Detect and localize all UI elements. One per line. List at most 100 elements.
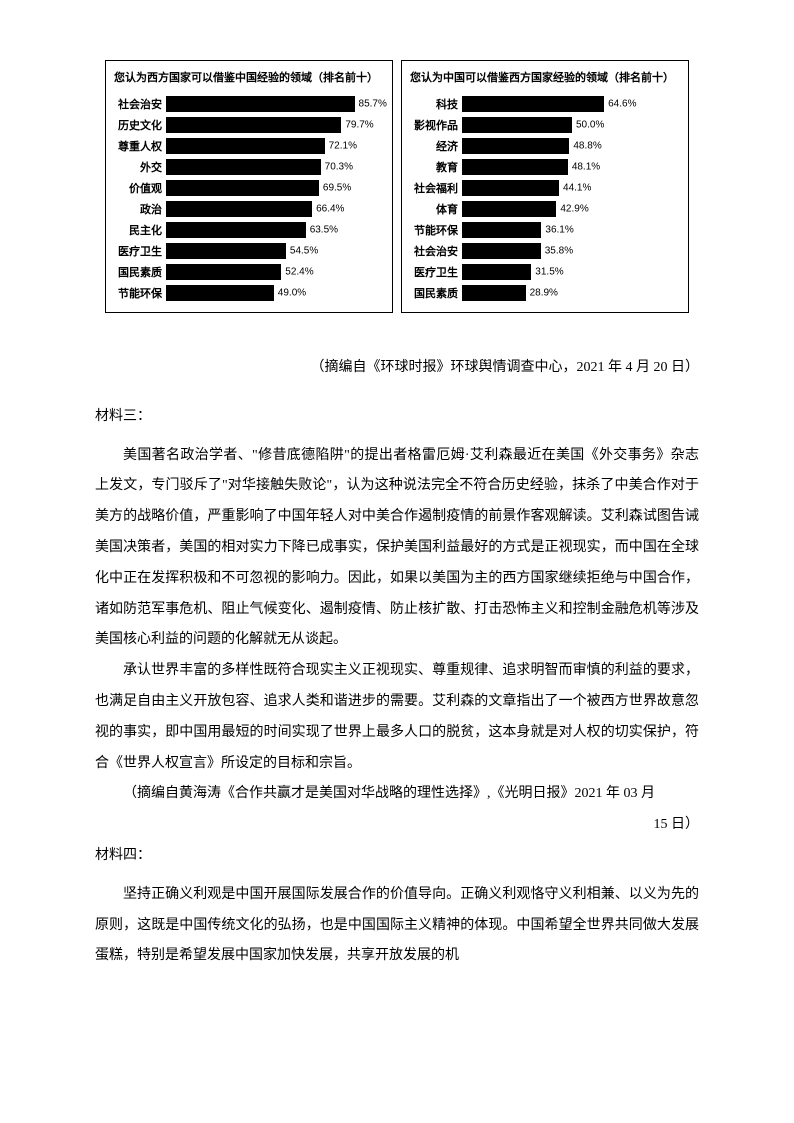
bar-fill: 66.4% <box>166 201 312 217</box>
bar-area: 52.4% <box>166 264 386 280</box>
charts-wrapper: 您认为西方国家可以借鉴中国经验的领域（排名前十） 社会治安85.7%历史文化79… <box>95 60 699 313</box>
bar-area: 36.1% <box>462 222 682 238</box>
bar-value: 72.1% <box>325 141 357 152</box>
bar-fill: 49.0% <box>166 285 274 301</box>
bar-fill: 50.0% <box>462 117 572 133</box>
bar-area: 70.3% <box>166 159 386 175</box>
chart-row: 体育42.9% <box>408 200 682 218</box>
bar-fill: 48.8% <box>462 138 569 154</box>
bar-area: 31.5% <box>462 264 682 280</box>
chart-row: 价值观69.5% <box>112 179 386 197</box>
bar-value: 63.5% <box>306 225 338 236</box>
material3-heading: 材料三： <box>95 402 699 433</box>
bar-area: 48.8% <box>462 138 682 154</box>
row-label: 尊重人权 <box>112 138 166 154</box>
chart-row: 教育48.1% <box>408 158 682 176</box>
chart-row: 节能环保49.0% <box>112 284 386 302</box>
material3-para1: 美国著名政治学者、"修昔底德陷阱"的提出者格雷厄姆·艾利森最近在美国《外交事务》… <box>95 441 699 657</box>
right-chart-title: 您认为中国可以借鉴西方国家经验的领域（排名前十） <box>408 69 682 85</box>
bar-fill: 64.6% <box>462 96 604 112</box>
bar-area: 69.5% <box>166 180 386 196</box>
chart-row: 医疗卫生54.5% <box>112 242 386 260</box>
left-chart-rows: 社会治安85.7%历史文化79.7%尊重人权72.1%外交70.3%价值观69.… <box>112 95 386 302</box>
bar-fill: 36.1% <box>462 222 541 238</box>
bar-fill: 72.1% <box>166 138 325 154</box>
bar-fill: 28.9% <box>462 285 526 301</box>
row-label: 科技 <box>408 96 462 112</box>
row-label: 医疗卫生 <box>408 264 462 280</box>
right-chart-box: 您认为中国可以借鉴西方国家经验的领域（排名前十） 科技64.6%影视作品50.0… <box>401 60 689 313</box>
bar-fill: 69.5% <box>166 180 319 196</box>
chart-row: 医疗卫生31.5% <box>408 263 682 281</box>
material3-source-line1: （摘编自黄海涛《合作共赢才是美国对华战略的理性选择》,《光明日报》2021 年 … <box>95 779 699 810</box>
chart-row: 节能环保36.1% <box>408 221 682 239</box>
row-label: 医疗卫生 <box>112 243 166 259</box>
bar-area: 64.6% <box>462 96 682 112</box>
bar-fill: 70.3% <box>166 159 321 175</box>
chart-row: 尊重人权72.1% <box>112 137 386 155</box>
row-label: 社会治安 <box>112 96 166 112</box>
bar-fill: 52.4% <box>166 264 281 280</box>
bar-area: 49.0% <box>166 285 386 301</box>
material4-heading: 材料四： <box>95 841 699 872</box>
bar-fill: 42.9% <box>462 201 556 217</box>
bar-fill: 44.1% <box>462 180 559 196</box>
bar-value: 50.0% <box>572 120 604 131</box>
chart-row: 国民素质52.4% <box>112 263 386 281</box>
bar-area: 35.8% <box>462 243 682 259</box>
bar-area: 48.1% <box>462 159 682 175</box>
chart-row: 社会治安85.7% <box>112 95 386 113</box>
bar-value: 70.3% <box>321 162 353 173</box>
bar-fill: 35.8% <box>462 243 541 259</box>
bar-fill: 63.5% <box>166 222 306 238</box>
chart-row: 社会福利44.1% <box>408 179 682 197</box>
bar-area: 54.5% <box>166 243 386 259</box>
left-chart-box: 您认为西方国家可以借鉴中国经验的领域（排名前十） 社会治安85.7%历史文化79… <box>105 60 393 313</box>
bar-area: 72.1% <box>166 138 386 154</box>
bar-area: 50.0% <box>462 117 682 133</box>
bar-value: 85.7% <box>355 99 387 110</box>
row-label: 节能环保 <box>112 285 166 301</box>
row-label: 民主化 <box>112 222 166 238</box>
bar-value: 54.5% <box>286 246 318 257</box>
bar-value: 66.4% <box>312 204 344 215</box>
bar-value: 44.1% <box>559 183 591 194</box>
bar-value: 48.8% <box>569 141 601 152</box>
bar-value: 49.0% <box>274 288 306 299</box>
bar-fill: 85.7% <box>166 96 355 112</box>
chart-row: 外交70.3% <box>112 158 386 176</box>
left-chart-title: 您认为西方国家可以借鉴中国经验的领域（排名前十） <box>112 69 386 85</box>
bar-value: 42.9% <box>556 204 588 215</box>
bar-fill: 79.7% <box>166 117 341 133</box>
chart-row: 科技64.6% <box>408 95 682 113</box>
chart-row: 社会治安35.8% <box>408 242 682 260</box>
row-label: 教育 <box>408 159 462 175</box>
bar-area: 66.4% <box>166 201 386 217</box>
row-label: 外交 <box>112 159 166 175</box>
chart-row: 国民素质28.9% <box>408 284 682 302</box>
bar-value: 79.7% <box>341 120 373 131</box>
bar-fill: 48.1% <box>462 159 568 175</box>
row-label: 国民素质 <box>112 264 166 280</box>
bar-value: 28.9% <box>526 288 558 299</box>
bar-area: 85.7% <box>166 96 386 112</box>
row-label: 节能环保 <box>408 222 462 238</box>
row-label: 价值观 <box>112 180 166 196</box>
row-label: 影视作品 <box>408 117 462 133</box>
row-label: 经济 <box>408 138 462 154</box>
row-label: 体育 <box>408 201 462 217</box>
bar-area: 44.1% <box>462 180 682 196</box>
bar-value: 52.4% <box>281 267 313 278</box>
material4-para1: 坚持正确义利观是中国开展国际发展合作的价值导向。正确义利观恪守义利相兼、以义为先… <box>95 880 699 972</box>
bar-area: 63.5% <box>166 222 386 238</box>
chart-row: 影视作品50.0% <box>408 116 682 134</box>
bar-value: 64.6% <box>604 99 636 110</box>
bar-area: 79.7% <box>166 117 386 133</box>
material3-para2: 承认世界丰富的多样性既符合现实主义正视现实、尊重规律、追求明智而审慎的利益的要求… <box>95 656 699 779</box>
bar-area: 42.9% <box>462 201 682 217</box>
right-chart-rows: 科技64.6%影视作品50.0%经济48.8%教育48.1%社会福利44.1%体… <box>408 95 682 302</box>
bar-fill: 54.5% <box>166 243 286 259</box>
bar-fill: 31.5% <box>462 264 531 280</box>
row-label: 政治 <box>112 201 166 217</box>
bar-value: 35.8% <box>541 246 573 257</box>
